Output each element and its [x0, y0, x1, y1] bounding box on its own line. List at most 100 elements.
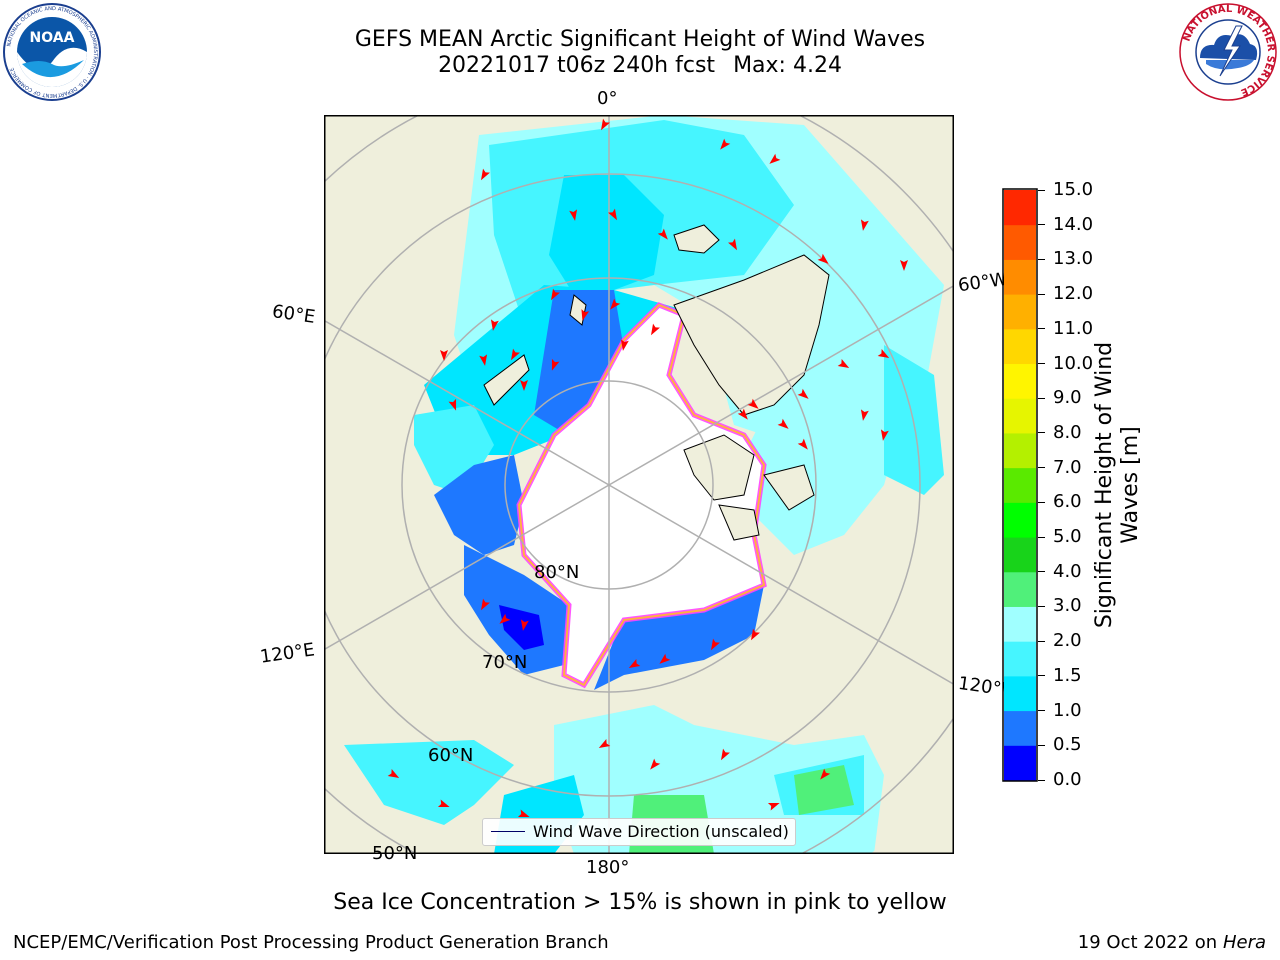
- wind-wave-arrow: [721, 748, 730, 761]
- forecast-label: 20221017 t06z 240h fcst: [438, 53, 716, 78]
- wind-wave-arrow: [520, 619, 529, 631]
- map-legend: Wind Wave Direction (unscaled): [482, 818, 796, 846]
- wind-wave-arrow: [860, 409, 869, 421]
- wind-wave-arrow: [628, 659, 641, 668]
- lon-label-180: 180°: [586, 857, 630, 878]
- lon-label-0: 0°: [597, 88, 618, 109]
- chart-title: GEFS MEAN Arctic Significant Height of W…: [354, 27, 926, 52]
- colorbar-segment: [1004, 432, 1036, 469]
- wind-wave-arrow: [608, 208, 617, 221]
- wind-wave-arrow: [511, 348, 520, 361]
- colorbar-tick-mark: [1038, 501, 1045, 503]
- wind-wave-arrow: [880, 429, 889, 441]
- colorbar-segment: [1004, 641, 1036, 677]
- colorbar-title-line2: Waves [m]: [1118, 426, 1143, 544]
- wind-wave-arrow: [769, 153, 781, 164]
- colorbar-segment: [1004, 745, 1036, 781]
- lon-label-60e: 60°E: [270, 301, 317, 328]
- wind-wave-arrow: [499, 613, 511, 624]
- colorbar-tick-mark: [1038, 467, 1045, 469]
- colorbar-segment: [1004, 675, 1036, 712]
- wind-wave-arrow: [440, 350, 448, 361]
- wind-wave-arrow: [817, 253, 829, 264]
- colorbar-tick-mark: [1038, 571, 1045, 573]
- wind-wave-arrow: [601, 118, 610, 131]
- colorbar-segment: [1004, 467, 1036, 503]
- wind-wave-arrow: [720, 138, 731, 150]
- colorbar-segment: [1004, 328, 1036, 365]
- wind-wave-arrow: [517, 809, 530, 818]
- wind-wave-arrow: [711, 638, 720, 651]
- colorbar-segment: [1004, 363, 1036, 399]
- footer-date-text: 19 Oct 2022 on: [1077, 932, 1218, 953]
- colorbar-segment: [1004, 294, 1036, 330]
- wind-wave-arrow: [481, 598, 490, 611]
- colorbar-tick-label: 15.0: [1053, 179, 1094, 200]
- chart-subtitle: 20221017 t06z 240h fcst Max: 4.24: [0, 53, 1280, 79]
- colorbar-tick-mark: [1038, 363, 1045, 365]
- lat-label-70n: 70°N: [482, 652, 528, 673]
- wind-wave-arrow: [797, 388, 809, 399]
- colorbar-tick-label: 9.0: [1053, 387, 1082, 409]
- colorbar-tick-label: 0.0: [1053, 769, 1082, 790]
- ocean-field: [344, 115, 944, 854]
- wind-wave-arrow: [657, 228, 668, 240]
- wind-wave-arrow: [620, 339, 629, 351]
- footer-credit: NCEP/EMC/Verification Post Processing Pr…: [13, 932, 609, 953]
- wind-wave-arrow: [860, 219, 869, 231]
- colorbar-segment: [1004, 537, 1036, 573]
- colorbar-segment: [1004, 502, 1036, 538]
- legend-line-icon: [491, 831, 525, 832]
- colorbar-tick-mark: [1038, 258, 1045, 260]
- wind-wave-arrow: [569, 209, 578, 221]
- wind-wave-arrows: [387, 118, 908, 818]
- wind-wave-arrow: [837, 359, 850, 368]
- wind-wave-arrow: [481, 168, 490, 181]
- polar-map: [324, 115, 954, 854]
- colorbar-frame: [1002, 188, 1038, 782]
- wind-wave-arrow: [610, 298, 621, 310]
- colorbar-tick-label: 5.0: [1053, 526, 1082, 548]
- colorbar-tick-mark: [1038, 779, 1045, 781]
- colorbar-tick-label: 12.0: [1053, 283, 1094, 305]
- wind-wave-arrow: [448, 398, 457, 411]
- wind-wave-arrow: [747, 398, 759, 409]
- colorbar-tick-label: 7.0: [1053, 456, 1082, 478]
- wind-wave-arrow: [797, 438, 808, 450]
- lat-label-80n: 80°N: [534, 562, 580, 583]
- wind-wave-arrow: [551, 288, 560, 301]
- colorbar-tick-label: 3.0: [1053, 595, 1082, 617]
- colorbar-segment: [1004, 571, 1036, 607]
- wind-wave-arrow: [437, 799, 450, 808]
- colorbar-segment: [1004, 224, 1036, 260]
- colorbar-tick-mark: [1038, 328, 1045, 330]
- colorbar-tick-mark: [1038, 293, 1045, 295]
- max-value: Max: 4.24: [733, 53, 842, 78]
- footer-date: 19 Oct 2022 on Hera: [1078, 932, 1266, 953]
- colorbar-tick-label: 6.0: [1053, 491, 1082, 513]
- colorbar-tick-mark: [1038, 640, 1045, 642]
- colorbar-tick-mark: [1038, 397, 1045, 399]
- colorbar-tick-label: 1.5: [1053, 664, 1082, 686]
- colorbar-tick-label: 1.0: [1053, 699, 1082, 721]
- wind-wave-arrow: [650, 758, 661, 770]
- colorbar-tick-mark: [1038, 224, 1045, 226]
- colorbar-segment: [1004, 398, 1036, 434]
- wind-wave-arrow: [820, 768, 831, 780]
- wind-wave-arrow: [520, 380, 528, 391]
- colorbar-segment: [1004, 606, 1036, 642]
- colorbar-tick-mark: [1038, 675, 1045, 677]
- colorbar-title-line1: Significant Height of Wind: [1092, 341, 1117, 629]
- colorbar-tick-mark: [1038, 189, 1045, 191]
- colorbar-segment: [1004, 259, 1036, 295]
- colorbar-tick-mark: [1038, 432, 1045, 434]
- map-frame: [324, 115, 954, 854]
- wind-wave-arrow: [651, 323, 660, 336]
- wind-wave-arrow: [728, 238, 737, 251]
- colorbar: [1002, 188, 1038, 782]
- wind-wave-arrow: [598, 739, 611, 748]
- wind-wave-arrow: [877, 349, 890, 358]
- colorbar-tick-label: 0.5: [1053, 734, 1082, 756]
- noaa-logo-icon: NOAA NATIONAL OCEANIC AND ATMOSPHERIC AD…: [3, 3, 101, 101]
- sea-ice-caption: Sea Ice Concentration > 15% is shown in …: [333, 890, 947, 915]
